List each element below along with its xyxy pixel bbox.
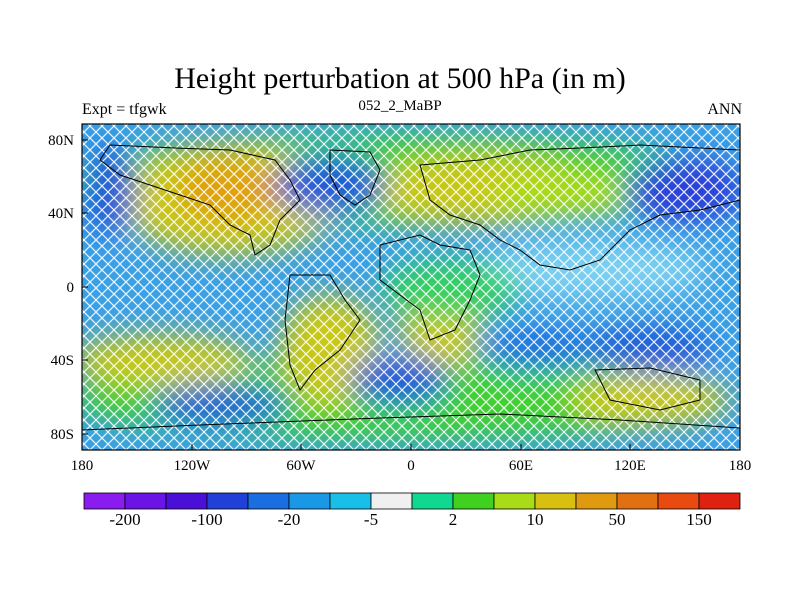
- colorbar-swatch: [329, 492, 372, 510]
- experiment-label: Expt = tfgwk: [82, 101, 167, 118]
- coastlines: [82, 144, 740, 431]
- colorbar-label: -20: [278, 510, 301, 529]
- colorbar-swatch: [575, 492, 618, 510]
- colorbar-swatch: [452, 492, 495, 510]
- colorbar-label: 50: [609, 510, 626, 529]
- y-tick-label: 40S: [51, 353, 74, 369]
- colorbar-label: 150: [686, 510, 712, 529]
- y-tick-label: 40N: [48, 206, 74, 222]
- colorbar-label: -5: [364, 510, 378, 529]
- case-label: 052_2_MaBP: [358, 98, 442, 114]
- colorbar: -200 -100 -20 -5 2 10 50 150: [83, 492, 741, 529]
- x-tick-label: 180: [729, 458, 752, 474]
- x-axis: 180 120W 60W 0 60E 120E 180: [71, 444, 752, 474]
- colorbar-label: -100: [191, 510, 222, 529]
- colorbar-swatch: [165, 492, 208, 510]
- colorbar-swatch: [411, 492, 454, 510]
- colorbar-swatch: [493, 492, 536, 510]
- colorbar-swatch: [83, 492, 126, 510]
- colorbar-swatch: [247, 492, 290, 510]
- x-tick-label: 60E: [509, 458, 533, 474]
- colorbar-label: -200: [109, 510, 140, 529]
- x-tick-label: 60W: [286, 458, 316, 474]
- plot-title: Height perturbation at 500 hPa (in m): [174, 62, 626, 95]
- y-tick-label: 80S: [51, 427, 74, 443]
- colorbar-swatch: [288, 492, 331, 510]
- colorbar-swatch: [698, 492, 741, 510]
- x-tick-label: 180: [71, 458, 94, 474]
- colorbar-swatch: [370, 492, 413, 510]
- colorbar-swatch: [534, 492, 577, 510]
- y-tick-label: 80N: [48, 133, 74, 149]
- contour-field: [82, 124, 740, 450]
- colorbar-swatch: [616, 492, 659, 510]
- colorbar-label: 10: [527, 510, 544, 529]
- y-tick-label: 0: [67, 280, 75, 296]
- x-tick-label: 120E: [614, 458, 646, 474]
- x-tick-label: 0: [407, 458, 415, 474]
- x-tick-label: 120W: [174, 458, 212, 474]
- colorbar-swatch: [124, 492, 167, 510]
- season-label: ANN: [707, 101, 742, 118]
- colorbar-label: 2: [449, 510, 458, 529]
- colorbar-swatch: [206, 492, 249, 510]
- colorbar-swatch: [657, 492, 700, 510]
- y-axis: 80N 40N 0 40S 80S: [48, 133, 88, 443]
